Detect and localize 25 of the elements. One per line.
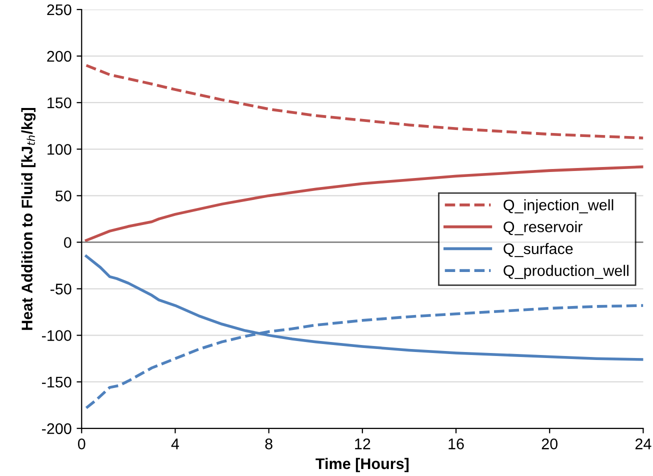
x-tick-label: 16 [448, 438, 464, 450]
y-tick-label: -150 [42, 376, 72, 388]
y-tick-label: -100 [42, 330, 72, 341]
legend-label: Q_production_well [504, 264, 628, 280]
y-tick-label: -200 [42, 423, 72, 434]
y-axis-title: Heat Addition to Fluid [kJ$_{th}$/kg] [21, 108, 36, 330]
y-tick-label: 0 [64, 237, 72, 248]
legend-label: Q_reservoir [504, 221, 582, 236]
x-tick-label: 4 [171, 438, 180, 450]
line-series [84, 165, 644, 242]
y-tick-label: 200 [47, 50, 72, 62]
y-tick-label: 50 [56, 190, 72, 202]
y-tick-label: -50 [50, 284, 72, 294]
x-tick-label: 0 [78, 438, 86, 450]
legend-label: Q_injection_well [504, 199, 614, 214]
x-tick-label: 12 [355, 438, 370, 450]
legend-label: Q_surface [504, 242, 573, 258]
y-tick-label: 100 [48, 144, 72, 155]
y-tick-label: 150 [48, 97, 72, 108]
x-tick-label: 8 [265, 438, 272, 450]
x-tick-label: 24 [635, 438, 652, 450]
x-tick-label: 20 [542, 438, 558, 450]
x-axis-title: Time [Hours] [316, 458, 409, 472]
line-series [84, 64, 644, 140]
y-tick-label: 250 [47, 4, 72, 16]
